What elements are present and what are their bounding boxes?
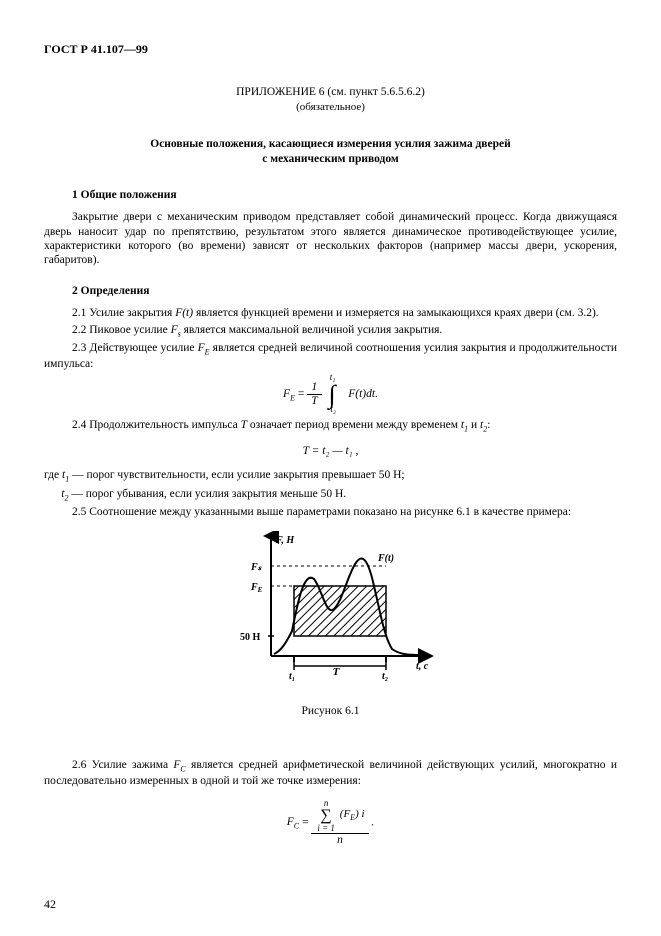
eq3-sum: n ∑ i = 1	[317, 799, 335, 833]
where-a: где	[44, 469, 62, 481]
document-page: ГОСТ Р 41.107—99 ПРИЛОЖЕНИЕ 6 (см. пункт…	[0, 0, 661, 936]
para-2-4-b: означает период времени между временем	[247, 419, 461, 431]
where-t1-text: — порог чувствительности, если усилие за…	[69, 469, 404, 481]
para-2-5: 2.5 Соотношение между указанными выше па…	[44, 505, 617, 519]
fig-t1-label: t₁	[289, 671, 295, 681]
equation-2: T = t₂ — t₁ ,	[44, 444, 617, 458]
para-2-1: 2.1 Усилие закрытия F(t) является функци…	[44, 306, 617, 320]
fig-50n-label: 50 Н	[240, 632, 261, 643]
standard-code: ГОСТ Р 41.107—99	[44, 42, 617, 57]
fig-ylabel: F, Н	[275, 535, 295, 546]
section-1-para: Закрытие двери с механическим приводом п…	[44, 210, 617, 268]
para-2-4-d: :	[487, 419, 490, 431]
eq3-num: n ∑ i = 1 (FE) i	[311, 799, 368, 834]
figure-6-1: F, Н Fₛ FE 50 Н F(t) t, с t₁ t₂ T	[44, 531, 617, 685]
where-line-1: где t1 — порог чувствительности, если ус…	[44, 468, 617, 484]
appendix-subtitle: (обязательное)	[44, 101, 617, 115]
para-2-3: 2.3 Действующее усилие FE является средн…	[44, 341, 617, 372]
eq3-frac: n ∑ i = 1 (FE) i n	[311, 799, 368, 847]
figure-6-1-svg: F, Н Fₛ FE 50 Н F(t) t, с t₁ t₂ T	[226, 531, 436, 681]
eq1-frac-den: T	[307, 395, 321, 408]
where-t2-text: — порог убывания, если усилия закрытия м…	[68, 488, 346, 500]
para-2-2-a: 2.2 Пиковое усилие	[72, 324, 171, 336]
eq1-integral: t₁ ∫ t₂	[329, 382, 336, 408]
fig-ft-label: F(t)	[377, 553, 394, 564]
para-2-1-a: 2.1 Усилие закрытия	[72, 307, 175, 319]
para-2-2-b: является максимальной величиной усилия з…	[181, 324, 443, 336]
fig-fs-label: Fₛ	[250, 562, 263, 573]
eq1-frac: 1 T	[307, 381, 321, 407]
eq1-rhs: F(t)dt.	[348, 388, 378, 400]
eq3-lhs: FC	[287, 816, 299, 828]
eq3-num-tail: (FE) i	[340, 808, 365, 820]
fig-xlabel: t, с	[416, 661, 429, 672]
fig-T-label: T	[332, 666, 340, 678]
fig-t2-label: t₂	[382, 671, 388, 681]
eq1-int-ub: t₁	[330, 372, 336, 383]
eq1-lhs-sub: E	[290, 394, 295, 403]
eq3-sum-lb: i = 1	[317, 824, 335, 833]
equation-1: FE = 1 T t₁ ∫ t₂ F(t)dt.	[44, 381, 617, 407]
fig-fe-label: FE	[250, 582, 263, 594]
where-t2-pre	[44, 488, 61, 500]
para-2-1-b: является функцией времени и измеряется н…	[193, 307, 599, 319]
document-title-line2: с механическим приводом	[44, 152, 617, 166]
page-number: 42	[44, 897, 56, 912]
sym-fe: FE	[198, 342, 210, 354]
para-2-6-a: 2.6 Усилие зажима	[72, 759, 173, 771]
sym-ft: F(t)	[175, 307, 193, 319]
eq1-lhs: FE	[283, 388, 295, 400]
eq1-frac-num: 1	[307, 381, 321, 395]
equation-3: FC = n ∑ i = 1 (FE) i n .	[44, 799, 617, 847]
para-2-2: 2.2 Пиковое усилие Fs является максималь…	[44, 323, 617, 339]
sigma-icon: ∑	[317, 808, 335, 824]
section-2-head: 2 Определения	[44, 284, 617, 298]
para-2-4-a: 2.4 Продолжительность импульса	[72, 419, 241, 431]
document-title-line1: Основные положения, касающиеся измерения…	[44, 137, 617, 151]
figure-6-1-caption: Рисунок 6.1	[44, 704, 617, 718]
para-2-4: 2.4 Продолжительность импульса T означае…	[44, 418, 617, 434]
sym-fs: Fs	[171, 324, 181, 336]
eq1-int-lb: t₂	[330, 404, 336, 415]
para-2-4-c: и	[468, 419, 480, 431]
eq3-lhs-sym: F	[287, 816, 294, 828]
eq3-lhs-sub: C	[294, 822, 299, 831]
eq3-tail: .	[371, 816, 374, 828]
appendix-title: ПРИЛОЖЕНИЕ 6 (см. пункт 5.6.5.6.2)	[44, 85, 617, 99]
section-1-head: 1 Общие положения	[44, 188, 617, 202]
eq3-den: n	[311, 834, 368, 847]
sym-fc: FC	[173, 759, 185, 771]
para-2-6: 2.6 Усилие зажима FC является средней ар…	[44, 758, 617, 789]
where-line-2: t2 — порог убывания, если усилия закрыти…	[44, 487, 617, 503]
para-2-3-a: 2.3 Действующее усилие	[72, 342, 198, 354]
